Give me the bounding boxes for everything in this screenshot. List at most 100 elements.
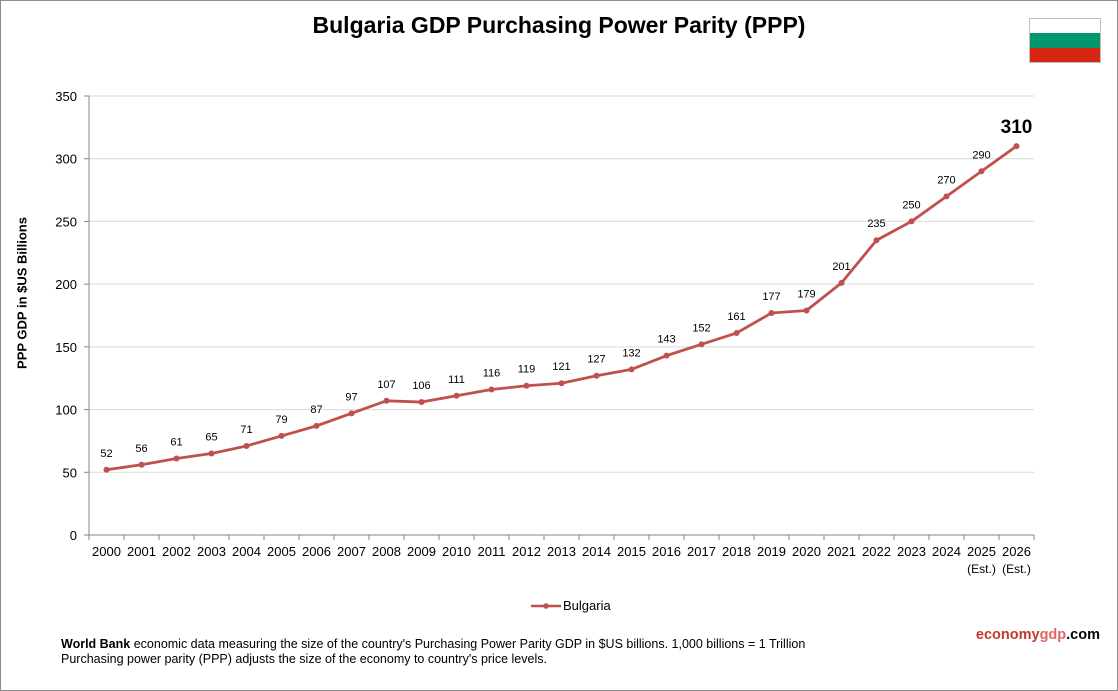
footnote-line-1: World Bank economic data measuring the s…: [61, 637, 805, 652]
data-point: [908, 218, 915, 225]
data-point: [698, 341, 705, 348]
x-tick-label: 2018: [722, 544, 751, 559]
data-label: 52: [100, 448, 112, 460]
x-tick-label: 2005: [267, 544, 296, 559]
data-point: [488, 386, 495, 393]
flag-stripe-white: [1030, 19, 1100, 34]
data-label: 161: [727, 311, 745, 323]
data-label: 71: [240, 424, 252, 436]
chart-title: Bulgaria GDP Purchasing Power Parity (PP…: [312, 12, 806, 38]
data-label: 116: [483, 368, 501, 380]
y-tick-label: 350: [55, 89, 77, 104]
data-label: 143: [657, 334, 675, 346]
x-tick-label: 2008: [372, 544, 401, 559]
data-point: [978, 168, 985, 175]
x-tick-label: 2020: [792, 544, 821, 559]
data-point: [313, 422, 320, 429]
brand-part-economy: economy: [975, 627, 1040, 643]
footnote-source: World Bank: [61, 637, 131, 651]
y-tick-label: 300: [55, 152, 77, 167]
data-point: [208, 450, 215, 457]
data-point: [138, 461, 145, 468]
data-label: 152: [692, 322, 710, 334]
x-tick-label: 2017: [687, 544, 716, 559]
x-tick-label: 2004: [232, 544, 261, 559]
data-point: [348, 410, 355, 417]
footnote: World Bank economic data measuring the s…: [61, 637, 805, 667]
data-point: [838, 279, 845, 286]
x-tick-label: 2013: [547, 544, 576, 559]
data-point: [873, 237, 880, 244]
brand-part-com: .com: [1066, 627, 1100, 643]
legend: Bulgaria: [531, 598, 611, 613]
x-tick-label: 2001: [127, 544, 156, 559]
y-tick-label: 250: [55, 214, 77, 229]
y-tick-label: 150: [55, 340, 77, 355]
x-tick-label: 2009: [407, 544, 436, 559]
axes: [84, 95, 1035, 540]
y-tick-label: 0: [70, 528, 77, 543]
bulgaria-flag-icon: [1029, 18, 1101, 63]
x-tick-label: 2021: [827, 544, 856, 559]
x-tick-label: 2024: [932, 544, 961, 559]
data-point: [383, 397, 390, 404]
data-label: 270: [937, 174, 955, 186]
data-point: [418, 399, 425, 406]
x-tick-label: 2025: [967, 544, 996, 559]
data-point: [558, 380, 565, 387]
x-tick-label: 2022: [862, 544, 891, 559]
data-label: 127: [587, 354, 605, 366]
flag-stripe-green: [1030, 33, 1100, 48]
data-label: 97: [345, 391, 357, 403]
legend-swatch-bulgaria: [531, 602, 561, 609]
y-tick-labels: 0 50 100 150 200 250 300 350: [55, 89, 77, 543]
data-point: [943, 193, 950, 200]
x-tick-label: 2010: [442, 544, 471, 559]
data-label: 250: [902, 199, 920, 211]
x-tick-label: 2015: [617, 544, 646, 559]
y-tick-label: 50: [63, 465, 77, 480]
x-tick-label: 2012: [512, 544, 541, 559]
data-label: 119: [518, 364, 536, 376]
data-labels: 52 56 61 65 71 79 87 97 107 106 111 116 119 121 127 132…: [100, 117, 1032, 460]
data-label: 121: [552, 361, 570, 373]
data-point: [663, 352, 670, 359]
brand-part-gdp: gdp: [1039, 627, 1067, 643]
footnote-line-2: Purchasing power parity (PPP) adjusts th…: [61, 652, 547, 666]
data-label: 87: [310, 404, 322, 416]
data-label: 61: [170, 436, 182, 448]
series-line-bulgaria: [106, 145, 1018, 472]
x-tick-label: 2014: [582, 544, 611, 559]
x-tick-label: 2026: [1002, 544, 1031, 559]
data-point: [593, 372, 600, 379]
data-point: [278, 432, 285, 439]
x-tick-label: 2003: [197, 544, 226, 559]
y-tick-label: 200: [55, 277, 77, 292]
data-label: 56: [135, 443, 147, 455]
data-label: 132: [622, 347, 640, 359]
data-point: [803, 307, 810, 314]
data-label: 235: [867, 218, 885, 230]
data-point: [628, 366, 635, 373]
x-tick-label: 2011: [478, 544, 506, 559]
data-point: [1013, 143, 1020, 150]
x-tick-sublabel: (Est.): [1002, 562, 1031, 576]
x-tick-label: 2002: [162, 544, 191, 559]
data-point: [243, 442, 250, 449]
x-tick-sublabel: (Est.): [967, 562, 996, 576]
series-bulgaria: [103, 143, 1020, 473]
x-tick-label: 2000: [92, 544, 121, 559]
x-tick-label: 2019: [757, 544, 786, 559]
flag-stripe-red: [1030, 47, 1100, 62]
data-label: 111: [448, 374, 465, 386]
grid-lines: [89, 95, 1034, 473]
x-tick-label: 2006: [302, 544, 331, 559]
legend-label-bulgaria: Bulgaria: [563, 598, 611, 613]
data-label: 107: [377, 379, 395, 391]
data-label: 106: [412, 380, 430, 392]
brand-logo[interactable]: economygdp.com: [976, 627, 1100, 643]
x-tick-labels: 2000 2001 2002 2003 2004 2005 2006 2007 2008 2009…: [92, 544, 1031, 576]
x-tick-label: 2023: [897, 544, 926, 559]
data-label: 310: [1001, 117, 1033, 138]
